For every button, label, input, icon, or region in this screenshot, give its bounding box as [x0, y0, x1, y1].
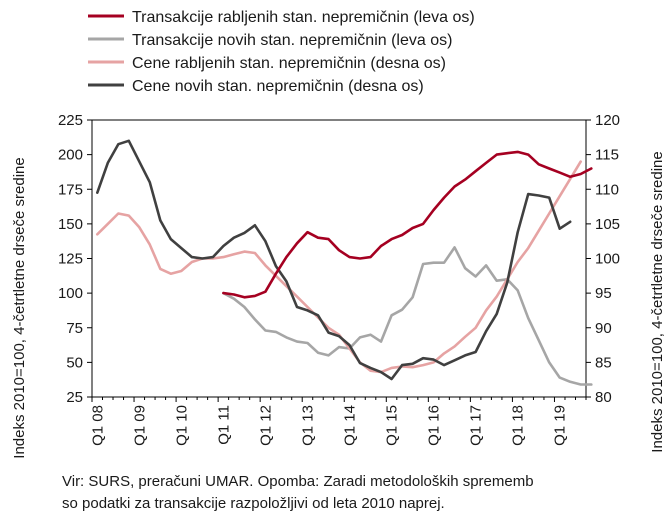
right-tick-label: 105 — [595, 216, 620, 233]
left-tick-label: 25 — [66, 389, 83, 406]
x-tick-label: Q1 09 — [131, 405, 148, 446]
left-axis-ticks: 25 50 75 100 125 150 175 200 225 — [58, 112, 92, 406]
x-tick-label: Q1 15 — [384, 405, 401, 446]
legend-label-1: Transakcije rabljenih stan. nepremičnin … — [132, 9, 475, 26]
x-tick-label: Q1 11 — [215, 405, 232, 445]
x-tick-label: Q1 18 — [510, 405, 527, 446]
left-tick-label: 50 — [66, 354, 83, 371]
right-axis-title: Indeks 2010=100, 4-četrtletne drseče sre… — [649, 151, 666, 452]
series-line-4 — [96, 139, 572, 381]
source-note-line-1: Vir: SURS, preračuni UMAR. Opomba: Zarad… — [62, 473, 534, 490]
x-tick-label: Q1 17 — [468, 405, 485, 446]
left-tick-label: 75 — [66, 320, 83, 337]
left-tick-label: 200 — [58, 147, 83, 164]
source-note-line-2: so podatki za transakcije razpoložljivi … — [62, 495, 445, 512]
left-axis-title: Indeks 2010=100, 4-četrtletne drseče sre… — [11, 157, 28, 458]
x-tick-label: Q1 13 — [299, 405, 316, 446]
left-tick-label: 125 — [58, 251, 83, 268]
legend-label-3: Cene rabljenih stan. nepremičnin (desna … — [132, 55, 446, 72]
left-tick-label: 100 — [58, 285, 83, 302]
left-tick-label: 175 — [58, 181, 83, 198]
x-tick-label: Q1 14 — [342, 405, 359, 446]
series-line-3 — [96, 160, 583, 374]
right-tick-label: 115 — [595, 147, 619, 164]
legend-label-2: Transakcije novih stan. nepremičnin (lev… — [132, 32, 452, 49]
right-tick-label: 95 — [595, 285, 612, 302]
right-tick-label: 120 — [595, 112, 620, 129]
right-tick-label: 90 — [595, 320, 612, 337]
x-tick-label: Q1 19 — [552, 405, 569, 446]
series-lines — [96, 139, 593, 386]
legend-label-4: Cene novih stan. nepremičnin (desna os) — [132, 78, 424, 95]
x-tick-label: Q1 10 — [173, 405, 190, 446]
series-line-1 — [222, 150, 593, 299]
right-tick-label: 110 — [595, 181, 619, 198]
right-tick-label: 80 — [595, 389, 612, 406]
x-axis-ticks: Q1 08 Q1 09 Q1 10 Q1 11 Q1 12 Q1 13 Q1 14 Q1 15… — [89, 397, 587, 446]
x-tick-label: Q1 08 — [89, 405, 106, 446]
right-axis-ticks: 80 85 90 95 100 105 110 115 120 — [586, 112, 620, 406]
legend: Transakcije rabljenih stan. nepremičnin … — [88, 9, 475, 95]
left-tick-label: 150 — [58, 216, 83, 233]
right-tick-label: 100 — [595, 251, 620, 268]
x-tick-label: Q1 16 — [426, 405, 443, 446]
right-tick-label: 85 — [595, 354, 612, 371]
left-tick-label: 225 — [58, 112, 83, 129]
series-line-2 — [222, 246, 593, 386]
x-tick-label: Q1 12 — [257, 405, 274, 446]
